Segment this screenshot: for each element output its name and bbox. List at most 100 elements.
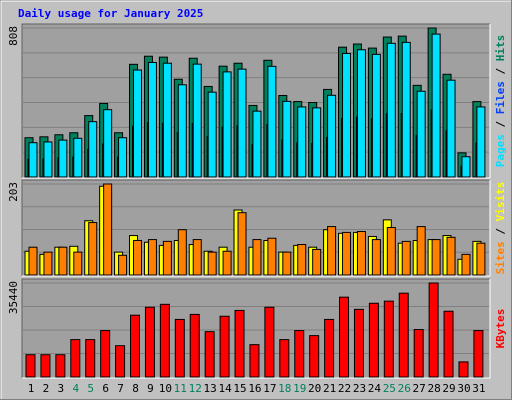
- bar: [222, 71, 232, 178]
- bar: [144, 306, 155, 378]
- y-tick-label: 203: [7, 182, 20, 202]
- bar: [279, 339, 290, 378]
- bar: [428, 282, 439, 378]
- x-tick-label: 9: [147, 382, 154, 395]
- bar: [264, 306, 275, 378]
- bar: [383, 300, 394, 378]
- x-tick-label: 13: [204, 382, 217, 395]
- bar: [386, 42, 396, 178]
- bar: [147, 239, 157, 276]
- bar: [192, 239, 202, 276]
- bar: [58, 139, 68, 178]
- bar: [88, 222, 98, 276]
- x-tick-label: 14: [218, 382, 232, 395]
- bar: [461, 156, 471, 178]
- bar: [386, 226, 396, 276]
- legend-entry: Pages: [494, 134, 507, 167]
- bar: [103, 109, 113, 178]
- bar: [85, 339, 96, 378]
- bar: [159, 303, 170, 378]
- bar: [401, 41, 411, 178]
- bar: [174, 318, 185, 378]
- bar: [252, 239, 262, 276]
- bar: [222, 250, 232, 276]
- bar: [368, 302, 379, 378]
- x-tick-label: 8: [132, 382, 139, 395]
- bar: [118, 254, 128, 276]
- bar: [58, 246, 68, 276]
- bar: [237, 68, 247, 178]
- x-tick-label: 20: [308, 382, 321, 395]
- bar: [356, 231, 366, 276]
- x-tick-label: 28: [427, 382, 440, 395]
- bar: [416, 226, 426, 276]
- x-tick-label: 29: [442, 382, 455, 395]
- bar: [115, 345, 126, 378]
- x-tick-label: 5: [87, 382, 94, 395]
- bar: [431, 239, 441, 276]
- bar: [267, 237, 277, 276]
- bar: [327, 226, 337, 276]
- x-tick-label: 27: [413, 382, 426, 395]
- x-tick-label: 23: [353, 382, 366, 395]
- bar: [297, 244, 307, 276]
- bar: [130, 314, 141, 378]
- bar: [353, 308, 364, 378]
- bar: [339, 296, 350, 378]
- bar: [103, 183, 113, 276]
- bar: [446, 79, 456, 178]
- bar: [398, 292, 409, 378]
- bar: [267, 65, 277, 178]
- bar: [249, 344, 260, 378]
- bar: [312, 107, 322, 178]
- x-tick-label: 24: [368, 382, 382, 395]
- x-tick-label: 18: [278, 382, 291, 395]
- bar: [413, 329, 424, 378]
- bar: [162, 240, 172, 276]
- bar: [443, 310, 454, 378]
- bar: [356, 49, 366, 178]
- bar: [234, 309, 245, 378]
- legend: Pages / Files / Hits: [494, 35, 507, 168]
- legend: KBytes: [494, 309, 507, 349]
- bar: [177, 84, 187, 178]
- bar: [28, 246, 38, 276]
- bar: [371, 53, 381, 178]
- bar: [162, 62, 172, 178]
- x-tick-label: 4: [72, 382, 79, 395]
- x-tick-label: 10: [159, 382, 172, 395]
- x-tick-label: 11: [174, 382, 187, 395]
- bar: [476, 106, 486, 178]
- x-tick-label: 31: [472, 382, 485, 395]
- bar: [237, 212, 247, 276]
- x-tick-label: 7: [117, 382, 124, 395]
- legend-entry: Visits: [494, 182, 507, 222]
- x-tick-label: 21: [323, 382, 336, 395]
- x-tick-label: 3: [58, 382, 65, 395]
- bar: [401, 240, 411, 276]
- bar: [40, 354, 51, 378]
- legend-entry: Sites: [494, 241, 507, 274]
- bar: [252, 110, 262, 178]
- bar: [431, 33, 441, 178]
- bar: [70, 339, 81, 378]
- bar: [88, 121, 98, 178]
- bar: [473, 330, 484, 378]
- x-tick-label: 2: [43, 382, 50, 395]
- bar: [327, 94, 337, 178]
- bar: [192, 63, 202, 178]
- y-tick-label: 808: [7, 26, 20, 46]
- bar: [55, 354, 66, 378]
- x-tick-label: 16: [248, 382, 261, 395]
- bar: [458, 361, 469, 378]
- bar: [73, 251, 83, 276]
- x-tick-label: 19: [293, 382, 306, 395]
- x-tick-label: 15: [233, 382, 246, 395]
- bar: [204, 331, 215, 378]
- bar: [43, 141, 53, 178]
- bar: [342, 52, 352, 178]
- bar: [282, 251, 292, 276]
- bar: [312, 248, 322, 276]
